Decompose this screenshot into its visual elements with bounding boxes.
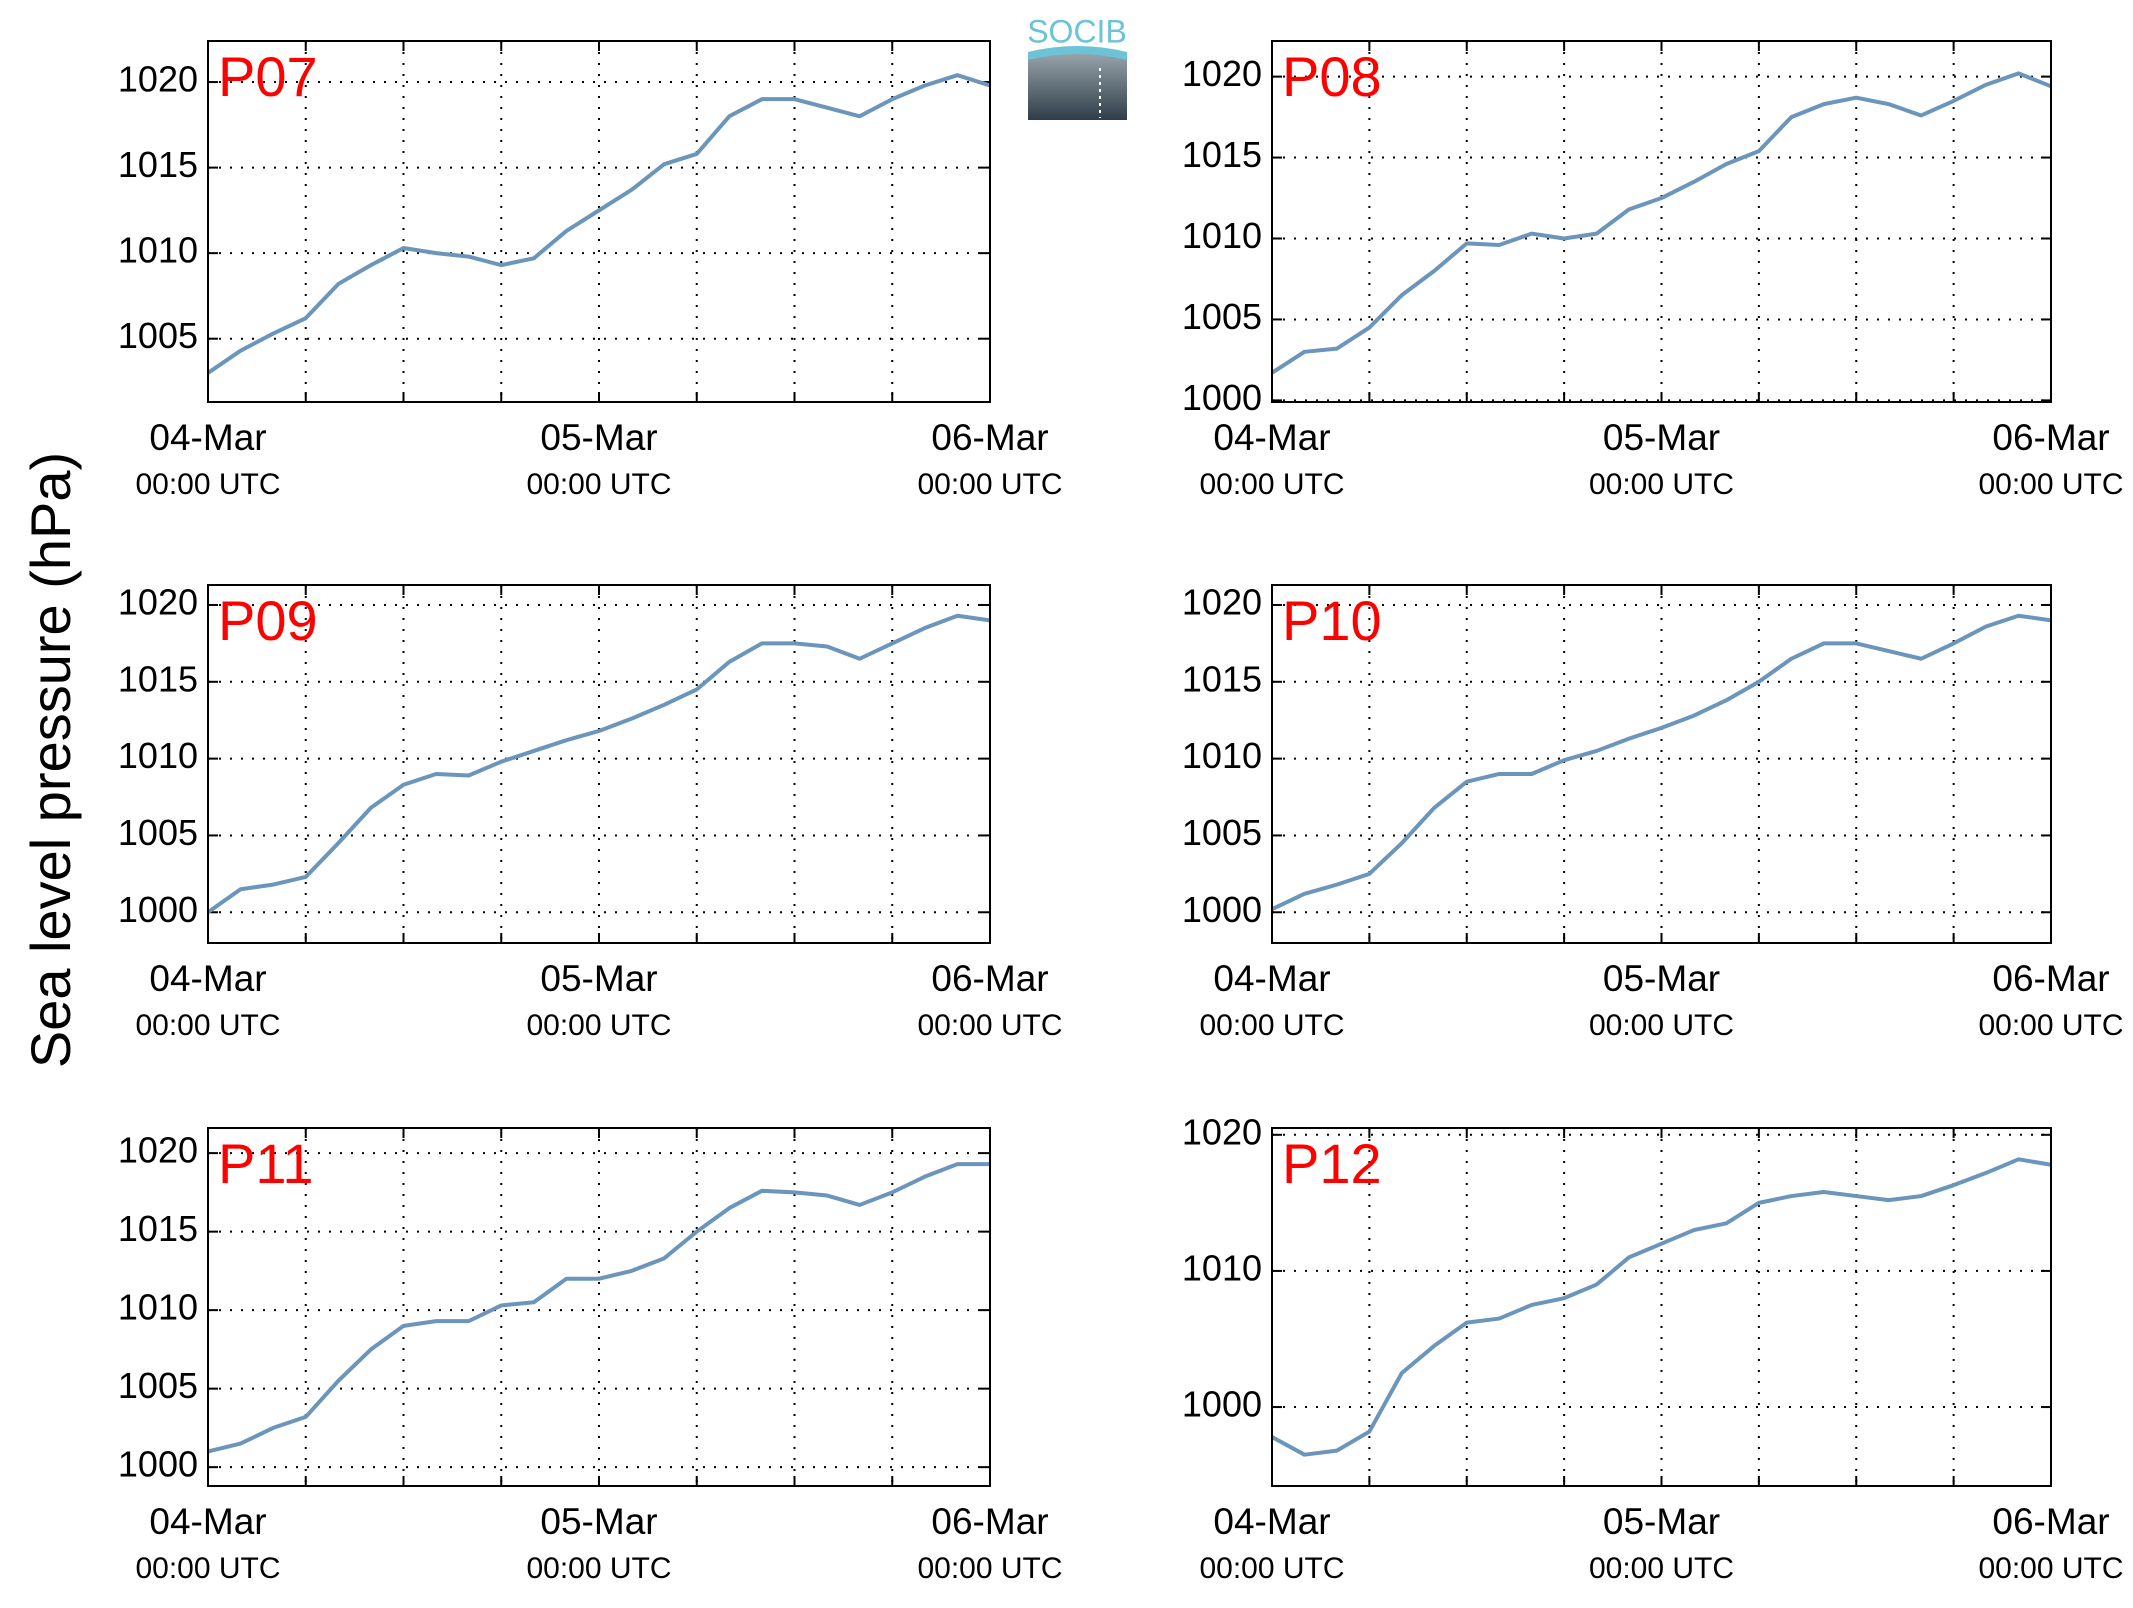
panel: 1005 1010 1015 1020 04-Mar 00:00 UTC 05-Mar 00:… xyxy=(118,40,1063,501)
x-tick-label: 06-Mar xyxy=(931,417,1048,458)
y-tick-label: 1015 xyxy=(118,1208,198,1249)
x-tick-label: 05-Mar xyxy=(540,958,657,999)
line-series xyxy=(1270,71,2052,375)
plot-frame xyxy=(1271,1127,2052,1487)
panel: 1000 1010 1020 04-Mar 00:00 UTC 05-Mar 00:00 U… xyxy=(1182,1111,2124,1585)
x-tick-label: 06-Mar xyxy=(1992,1501,2109,1542)
x-tick-sublabel: 00:00 UTC xyxy=(1199,1009,1344,1042)
y-tick-label: 1020 xyxy=(1182,581,1262,622)
x-tick-label: 06-Mar xyxy=(1992,958,2109,999)
plot-frame xyxy=(1271,40,2052,403)
x-tick-sublabel: 00:00 UTC xyxy=(135,1552,280,1585)
x-tick-label: 04-Mar xyxy=(1213,958,1330,999)
panel-title: P07 xyxy=(218,45,318,108)
x-tick-sublabel: 00:00 UTC xyxy=(1589,468,1734,501)
y-tick-label: 1015 xyxy=(1182,134,1262,175)
y-tick-label: 1005 xyxy=(118,1365,198,1406)
x-tick-label: 04-Mar xyxy=(149,417,266,458)
x-tick-label: 06-Mar xyxy=(931,958,1048,999)
y-tick-label: 1020 xyxy=(118,581,198,622)
y-tick-label: 1005 xyxy=(118,315,198,356)
panel-title: P12 xyxy=(1282,1132,1382,1195)
line-series xyxy=(1271,613,2052,912)
x-tick-sublabel: 00:00 UTC xyxy=(917,1009,1062,1042)
line-series xyxy=(207,1162,990,1454)
y-tick-label: 1000 xyxy=(1182,889,1262,930)
x-tick-label: 05-Mar xyxy=(1603,1501,1720,1542)
panel: 1000 1005 1010 1015 1020 04-Mar 00:00 UTC 05-Ma… xyxy=(118,1127,1063,1585)
panel: 1000 1005 1010 1015 1020 04-Mar 00:00 UTC 05-Ma… xyxy=(1182,581,2124,1041)
x-tick-sublabel: 00:00 UTC xyxy=(917,1552,1062,1585)
panel: 1000 1005 1010 1015 1020 04-Mar 00:00 UTC 05-Ma… xyxy=(1182,40,2124,501)
logo-wave xyxy=(1028,46,1127,60)
y-tick-label: 1000 xyxy=(118,1444,198,1485)
y-tick-label: 1015 xyxy=(118,658,198,699)
x-tick-sublabel: 00:00 UTC xyxy=(1978,1552,2123,1585)
y-axis-label: Sea level pressure (hPa) xyxy=(19,452,82,1068)
x-tick-label: 05-Mar xyxy=(1603,417,1720,458)
x-tick-label: 06-Mar xyxy=(931,1501,1048,1542)
line-series xyxy=(206,73,991,375)
x-tick-sublabel: 00:00 UTC xyxy=(1589,1009,1734,1042)
x-tick-label: 05-Mar xyxy=(1603,958,1720,999)
panel-title: P10 xyxy=(1282,589,1382,652)
y-tick-label: 1000 xyxy=(1182,377,1262,418)
y-tick-label: 1010 xyxy=(118,230,198,271)
x-tick-sublabel: 00:00 UTC xyxy=(135,1009,280,1042)
x-tick-label: 05-Mar xyxy=(540,417,657,458)
x-tick-sublabel: 00:00 UTC xyxy=(135,468,280,501)
line-series xyxy=(1271,1157,2052,1457)
x-tick-sublabel: 00:00 UTC xyxy=(526,468,671,501)
y-tick-label: 1010 xyxy=(1182,1247,1262,1288)
x-tick-label: 04-Mar xyxy=(149,1501,266,1542)
y-tick-label: 1010 xyxy=(1182,215,1262,256)
x-tick-sublabel: 00:00 UTC xyxy=(1199,1552,1344,1585)
x-tick-label: 04-Mar xyxy=(1213,417,1330,458)
x-tick-sublabel: 00:00 UTC xyxy=(1589,1552,1734,1585)
x-tick-label: 04-Mar xyxy=(1213,1501,1330,1542)
y-tick-label: 1015 xyxy=(1182,658,1262,699)
logo: SOCIB xyxy=(1027,13,1127,120)
y-tick-label: 1000 xyxy=(1182,1384,1262,1425)
y-tick-label: 1015 xyxy=(118,144,198,185)
x-tick-label: 05-Mar xyxy=(540,1501,657,1542)
x-tick-sublabel: 00:00 UTC xyxy=(526,1009,671,1042)
logo-text: SOCIB xyxy=(1027,13,1127,49)
plot-frame xyxy=(207,1127,991,1487)
panel: 1000 1005 1010 1015 1020 04-Mar 00:00 UTC 05-Ma… xyxy=(118,581,1063,1041)
x-tick-sublabel: 00:00 UTC xyxy=(526,1552,671,1585)
panel-title: P08 xyxy=(1282,45,1382,108)
y-tick-label: 1005 xyxy=(1182,296,1262,337)
y-tick-label: 1020 xyxy=(1182,53,1262,94)
y-tick-label: 1010 xyxy=(118,735,198,776)
plot-frame xyxy=(207,40,991,403)
plot-frame xyxy=(1271,584,2052,944)
x-tick-label: 04-Mar xyxy=(149,958,266,999)
x-tick-sublabel: 00:00 UTC xyxy=(917,468,1062,501)
y-tick-label: 1005 xyxy=(1182,812,1262,853)
x-tick-label: 06-Mar xyxy=(1992,417,2109,458)
panel-title: P11 xyxy=(218,1132,313,1195)
y-tick-label: 1005 xyxy=(118,812,198,853)
plot-frame xyxy=(207,584,991,944)
panel-title: P09 xyxy=(218,589,318,652)
y-tick-label: 1020 xyxy=(1182,1111,1262,1152)
x-tick-sublabel: 00:00 UTC xyxy=(1978,468,2123,501)
line-series xyxy=(206,613,991,914)
x-tick-sublabel: 00:00 UTC xyxy=(1978,1009,2123,1042)
logo-box xyxy=(1028,52,1127,120)
y-tick-label: 1000 xyxy=(118,889,198,930)
y-tick-label: 1020 xyxy=(118,59,198,100)
y-tick-label: 1020 xyxy=(118,1130,198,1171)
y-tick-label: 1010 xyxy=(1182,735,1262,776)
y-tick-label: 1010 xyxy=(118,1287,198,1328)
x-tick-sublabel: 00:00 UTC xyxy=(1199,468,1344,501)
